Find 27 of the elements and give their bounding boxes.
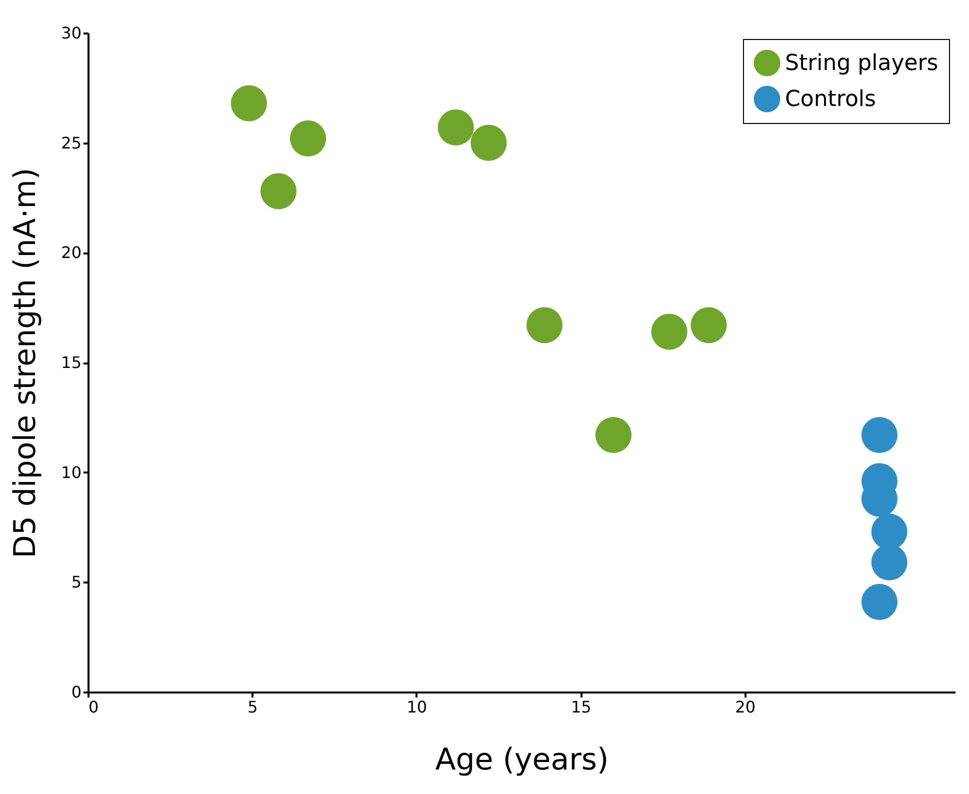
x-tick-label: 20 xyxy=(735,698,756,716)
x-tick-label: 15 xyxy=(570,698,592,716)
y-tick-label: 15 xyxy=(61,353,82,372)
y-tick-label: 5 xyxy=(71,572,82,592)
x-tick-label: 5 xyxy=(248,698,258,716)
y-tick-label: 0 xyxy=(71,682,82,702)
legend-label: String players xyxy=(785,51,938,76)
point xyxy=(470,124,507,161)
y-tick-label: 30 xyxy=(61,24,82,42)
y-tick-label: 10 xyxy=(61,462,82,482)
y-tick-label: 20 xyxy=(61,243,82,262)
x-tick-label: 0 xyxy=(88,698,99,716)
point xyxy=(526,307,563,344)
x-axis-title: Age (years) xyxy=(435,742,609,778)
y-tick-label: 25 xyxy=(61,133,82,152)
point xyxy=(230,85,267,122)
y-axis-title: D5 dipole strength (nA·m) xyxy=(8,168,44,558)
point xyxy=(690,307,727,344)
point xyxy=(595,417,632,453)
x-tick-label: 10 xyxy=(406,698,428,716)
point xyxy=(651,314,688,350)
point xyxy=(260,173,297,210)
point xyxy=(290,120,326,156)
legend-label: Controls xyxy=(785,87,876,112)
point xyxy=(861,417,898,453)
point xyxy=(438,109,474,146)
point xyxy=(861,584,898,620)
